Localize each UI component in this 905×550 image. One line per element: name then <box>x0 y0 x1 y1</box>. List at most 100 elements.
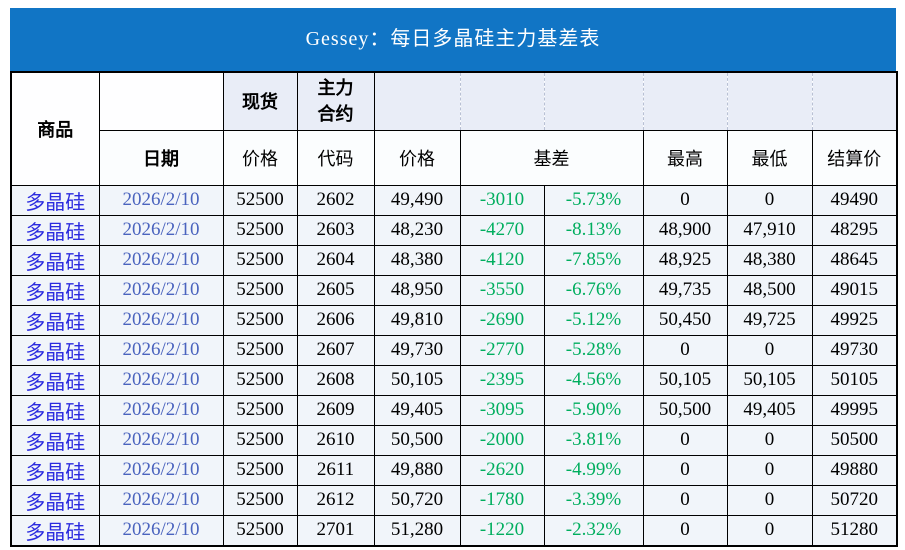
spot-price-cell: 52500 <box>222 424 298 456</box>
basis-value-cell: -2690 <box>459 304 545 336</box>
basis-value-cell: -4270 <box>459 214 545 246</box>
high-cell: 48,900 <box>642 214 728 246</box>
date-cell: 2026/2/10 <box>98 394 224 426</box>
spot-price-cell: 52500 <box>222 214 298 246</box>
low-cell: 0 <box>726 334 813 366</box>
date-cell: 2026/2/10 <box>98 274 224 306</box>
header-blank-above-date <box>98 71 224 131</box>
commodity-cell: 多晶硅 <box>10 184 100 216</box>
basis-value-cell: -2395 <box>459 364 545 396</box>
contract-code-cell: 2609 <box>296 394 375 426</box>
table-row: 多晶硅 2026/2/10 52500 2606 49,810 -2690 -5.12% 50… <box>10 304 898 336</box>
spot-price-cell: 52500 <box>222 184 298 216</box>
settlement-cell: 49015 <box>811 274 898 306</box>
contract-price-cell: 48,230 <box>373 214 461 246</box>
settlement-cell: 50500 <box>811 424 898 456</box>
contract-code-cell: 2611 <box>296 454 375 486</box>
col-header-main-contract: 主力合约 <box>296 71 375 131</box>
basis-value-cell: -2000 <box>459 424 545 456</box>
contract-code-cell: 2603 <box>296 214 375 246</box>
table-row: 多晶硅 2026/2/10 52500 2701 51,280 -1220 -2.32% 0 0… <box>10 514 898 546</box>
low-cell: 50,105 <box>726 364 813 396</box>
contract-price-cell: 49,405 <box>373 394 461 426</box>
table-body: 多晶硅 2026/2/10 52500 2602 49,490 -3010 -5.73% 0 0… <box>10 184 898 546</box>
settlement-cell: 49730 <box>811 334 898 366</box>
main-contract-label: 主力合约 <box>317 78 354 125</box>
basis-pct-cell: -5.12% <box>543 304 644 336</box>
col-header-basis: 基差 <box>459 129 644 186</box>
high-cell: 50,450 <box>642 304 728 336</box>
basis-pct-cell: -3.81% <box>543 424 644 456</box>
contract-code-cell: 2612 <box>296 484 375 516</box>
settlement-cell: 49490 <box>811 184 898 216</box>
col-header-code: 代码 <box>296 129 375 186</box>
basis-value-cell: -4120 <box>459 244 545 276</box>
settlement-cell: 51280 <box>811 514 898 546</box>
high-cell: 48,925 <box>642 244 728 276</box>
basis-value-cell: -2770 <box>459 334 545 366</box>
basis-value-cell: -1780 <box>459 484 545 516</box>
col-header-spot-price: 价格 <box>222 129 298 186</box>
date-cell: 2026/2/10 <box>98 424 224 456</box>
col-header-low: 最低 <box>726 129 813 186</box>
table-row: 多晶硅 2026/2/10 52500 2609 49,405 -3095 -5.90% 50… <box>10 394 898 426</box>
high-cell: 0 <box>642 454 728 486</box>
contract-price-cell: 49,810 <box>373 304 461 336</box>
table-row: 多晶硅 2026/2/10 52500 2603 48,230 -4270 -8.13% 48… <box>10 214 898 246</box>
spot-price-cell: 52500 <box>222 364 298 396</box>
basis-pct-cell: -5.28% <box>543 334 644 366</box>
contract-price-cell: 49,490 <box>373 184 461 216</box>
header-merged-blank-4 <box>642 71 728 131</box>
col-header-settlement: 结算价 <box>811 129 898 186</box>
header-merged-blank-3 <box>543 71 644 131</box>
spot-price-cell: 52500 <box>222 274 298 306</box>
basis-pct-cell: -7.85% <box>543 244 644 276</box>
contract-code-cell: 2602 <box>296 184 375 216</box>
commodity-cell: 多晶硅 <box>10 484 100 516</box>
header-merged-blank-1 <box>373 71 461 131</box>
table-row: 多晶硅 2026/2/10 52500 2602 49,490 -3010 -5.73% 0 0… <box>10 184 898 216</box>
col-header-high: 最高 <box>642 129 728 186</box>
date-cell: 2026/2/10 <box>98 484 224 516</box>
basis-pct-cell: -4.56% <box>543 364 644 396</box>
settlement-cell: 49925 <box>811 304 898 336</box>
basis-value-cell: -3010 <box>459 184 545 216</box>
high-cell: 49,735 <box>642 274 728 306</box>
high-cell: 0 <box>642 424 728 456</box>
spot-price-cell: 52500 <box>222 484 298 516</box>
low-cell: 47,910 <box>726 214 813 246</box>
date-cell: 2026/2/10 <box>98 364 224 396</box>
high-cell: 0 <box>642 334 728 366</box>
high-cell: 0 <box>642 514 728 546</box>
commodity-cell: 多晶硅 <box>10 244 100 276</box>
basis-pct-cell: -3.39% <box>543 484 644 516</box>
table-row: 多晶硅 2026/2/10 52500 2604 48,380 -4120 -7.85% 48… <box>10 244 898 276</box>
high-cell: 0 <box>642 484 728 516</box>
contract-code-cell: 2701 <box>296 514 375 546</box>
commodity-cell: 多晶硅 <box>10 514 100 546</box>
col-header-contract-price: 价格 <box>373 129 461 186</box>
low-cell: 48,500 <box>726 274 813 306</box>
commodity-cell: 多晶硅 <box>10 274 100 306</box>
settlement-cell: 50720 <box>811 484 898 516</box>
high-cell: 50,105 <box>642 364 728 396</box>
high-cell: 0 <box>642 184 728 216</box>
contract-code-cell: 2607 <box>296 334 375 366</box>
col-header-date: 日期 <box>98 129 224 186</box>
basis-value-cell: -1220 <box>459 514 545 546</box>
header-row-bottom: 日期 价格 代码 价格 基差 最高 最低 结算价 <box>11 129 898 186</box>
commodity-cell: 多晶硅 <box>10 334 100 366</box>
low-cell: 0 <box>726 454 813 486</box>
settlement-cell: 49995 <box>811 394 898 426</box>
table-title: Gessey：每日多晶硅主力基差表 <box>10 8 896 71</box>
contract-code-cell: 2610 <box>296 424 375 456</box>
date-cell: 2026/2/10 <box>98 304 224 336</box>
spot-price-cell: 52500 <box>222 394 298 426</box>
date-cell: 2026/2/10 <box>98 334 224 366</box>
low-cell: 48,380 <box>726 244 813 276</box>
basis-pct-cell: -2.32% <box>543 514 644 546</box>
basis-pct-cell: -8.13% <box>543 214 644 246</box>
basis-value-cell: -2620 <box>459 454 545 486</box>
commodity-cell: 多晶硅 <box>10 454 100 486</box>
commodity-cell: 多晶硅 <box>10 424 100 456</box>
